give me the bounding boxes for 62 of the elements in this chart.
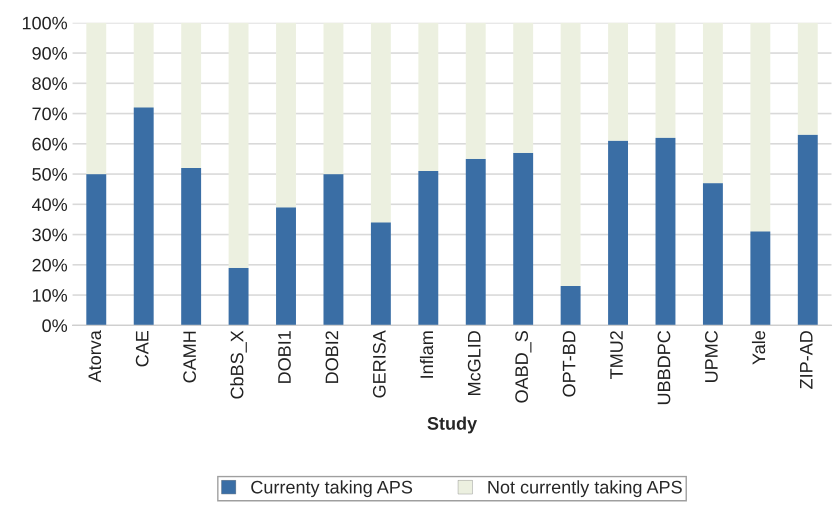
- x-tick-label: UBBDPC: [658, 330, 670, 404]
- x-tick-label: Atorva: [88, 330, 102, 382]
- bar: [656, 138, 676, 326]
- bar: [466, 158, 486, 326]
- bar: [608, 22, 628, 141]
- bar: [276, 22, 296, 208]
- bar: [86, 174, 106, 326]
- y-tick-label: 80%: [32, 77, 68, 90]
- x-tick-label: TMU2: [610, 331, 623, 379]
- x-axis-title: Study: [427, 416, 478, 434]
- bar: [418, 22, 438, 172]
- bar: [134, 22, 154, 108]
- bar: [702, 22, 723, 184]
- x-tick-label: CAMH: [183, 332, 196, 382]
- x-tick-label: DOBI1: [278, 331, 291, 383]
- bar: [181, 168, 202, 326]
- y-tick-label: 90%: [32, 46, 68, 60]
- legend-label: Currenty taking APS: [251, 480, 412, 498]
- x-tick-label: UPMC: [704, 330, 718, 382]
- bar: [702, 183, 723, 326]
- y-tick-label: 50%: [32, 168, 68, 181]
- bar: [134, 107, 154, 326]
- bar: [228, 268, 249, 326]
- x-tick-label: McGLID: [468, 331, 481, 395]
- bar: [513, 152, 534, 326]
- bar: [560, 22, 581, 286]
- x-tick-label: DOBI2: [326, 331, 338, 383]
- y-tick-label: 40%: [32, 198, 68, 212]
- y-tick-label: 10%: [32, 289, 68, 302]
- bar: [181, 22, 202, 168]
- x-tick-label: OPT-BD: [562, 331, 576, 397]
- bar: [750, 232, 770, 326]
- bar: [608, 140, 628, 326]
- bar: [560, 286, 581, 326]
- x-tick-label: Inflam: [420, 331, 434, 378]
- bar: [228, 22, 249, 268]
- bar: [370, 222, 391, 326]
- bar: [323, 174, 344, 326]
- y-tick-label: 30%: [32, 228, 68, 242]
- x-tick-label: GERISA: [372, 330, 386, 398]
- y-tick-label: 20%: [32, 258, 68, 272]
- bar: [798, 22, 818, 135]
- bar: [798, 134, 818, 326]
- bar: [370, 22, 391, 222]
- bar: [466, 22, 486, 159]
- x-tick-label: Yale: [752, 331, 766, 365]
- bar: [513, 22, 534, 153]
- y-tick-label: 60%: [32, 138, 68, 151]
- x-tick-label: ZIP-AD: [800, 331, 812, 389]
- bar: [276, 207, 296, 326]
- x-tick-label: CAE: [136, 330, 149, 366]
- x-tick-label: OABD_S: [515, 331, 532, 403]
- legend-label: Not currently taking APS: [488, 480, 682, 498]
- bar: [86, 22, 106, 174]
- y-tick-label: 70%: [32, 107, 68, 120]
- bar: [656, 22, 676, 138]
- bar: [750, 22, 770, 232]
- y-tick-label: 100%: [22, 16, 68, 30]
- x-tick-label: CbBS_X: [230, 330, 247, 399]
- y-tick-label: 0%: [42, 319, 68, 332]
- bar: [418, 171, 438, 326]
- bar: [323, 22, 344, 174]
